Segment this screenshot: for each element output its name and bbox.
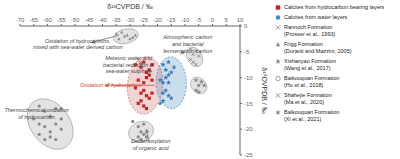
svg-text:-65: -65 <box>29 17 38 23</box>
svg-text:-20: -20 <box>153 17 162 23</box>
svg-text:-40: -40 <box>98 17 107 23</box>
svg-text:-55: -55 <box>57 17 66 23</box>
svg-text:-5: -5 <box>244 49 250 55</box>
svg-text:0: 0 <box>211 17 215 23</box>
svg-text:-70: -70 <box>16 17 25 23</box>
html-text:Calcites from hydrocarbon bear: Calcites from hydrocarbon bearing layers <box>284 4 385 10</box>
html-text:(Xi et al., 2021): (Xi et al., 2021) <box>284 116 322 122</box>
svg-text:Decarboxylationof organic acid: Decarboxylationof organic acid <box>131 138 170 151</box>
svg-text:-5: -5 <box>196 17 202 23</box>
html-text:Rannoch Formation: Rannoch Formation <box>284 24 333 30</box>
svg-text:-25: -25 <box>139 17 148 23</box>
html-text:(Prosser et al., 1993): (Prosser et al., 1993) <box>284 31 336 37</box>
svg-text:-10: -10 <box>181 17 190 23</box>
html-text:Shahejie Formation: Shahejie Formation <box>284 92 332 98</box>
svg-text:-45: -45 <box>84 17 93 23</box>
svg-text:δ¹⁸OVPDB / ‰: δ¹⁸OVPDB / ‰ <box>261 67 268 114</box>
svg-text:-50: -50 <box>71 17 80 23</box>
svg-text:Thermochemical oxidationof hyd: Thermochemical oxidationof hydrocarbon <box>8 107 69 120</box>
html-text:(Hu et al., 2018): (Hu et al., 2018) <box>284 82 324 88</box>
svg-text:Meteoric water andbacterial re: Meteoric water andbacterial reduction of… <box>103 55 155 74</box>
html-text:(Duranti and Mazzini, 2005): (Duranti and Mazzini, 2005) <box>284 48 352 54</box>
html-text:Calcites from water layers: Calcites from water layers <box>284 14 348 20</box>
html-text:(Wang et al., 2017): (Wang et al., 2017) <box>284 65 331 71</box>
svg-text:δ¹³CVPDB / ‰: δ¹³CVPDB / ‰ <box>107 3 153 10</box>
svg-text:-15: -15 <box>244 101 253 107</box>
html-text:Baikouquan Formation: Baikouquan Formation <box>284 109 340 115</box>
svg-text:-20: -20 <box>244 126 253 132</box>
svg-text:-25: -25 <box>244 152 253 158</box>
svg-text:-10: -10 <box>244 75 253 81</box>
html-text:Baikouquan Formation: Baikouquan Formation <box>284 75 340 81</box>
svg-text:-35: -35 <box>112 17 121 23</box>
svg-text:Atmospheric carbonand bacteria: Atmospheric carbonand bacterialfermentat… <box>162 34 212 53</box>
svg-text:Oxidation of hydrocarbons,mixe: Oxidation of hydrocarbons,mixed with sea… <box>33 38 123 51</box>
svg-text:-60: -60 <box>43 17 52 23</box>
svg-text:-15: -15 <box>167 17 176 23</box>
html-text:(Ma et al., 2020): (Ma et al., 2020) <box>284 99 324 105</box>
svg-text:Oxidation of hydrocarbon: Oxidation of hydrocarbon <box>80 82 141 88</box>
svg-text:0: 0 <box>244 23 248 29</box>
html-text:Xishanyao Formation: Xishanyao Formation <box>284 58 336 64</box>
svg-text:-30: -30 <box>126 17 135 23</box>
svg-text:10: 10 <box>237 17 244 23</box>
svg-text:5: 5 <box>225 17 229 23</box>
html-text:Frigg Formation: Frigg Formation <box>284 41 323 47</box>
